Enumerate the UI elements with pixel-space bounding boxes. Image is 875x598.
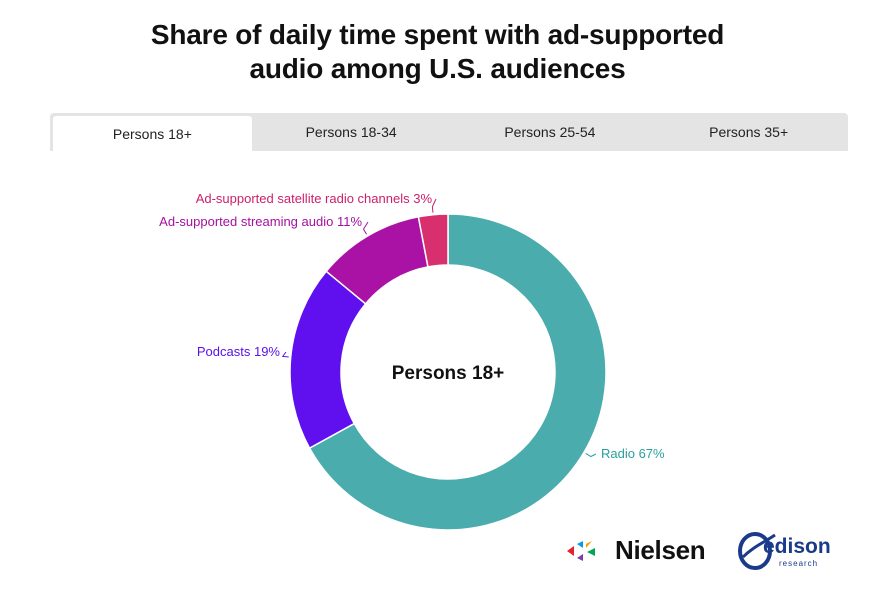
donut-center-label: Persons 18+	[392, 363, 505, 384]
tab-persons-35-plus[interactable]: Persons 35+	[709, 124, 789, 140]
nielsen-mark-icon	[567, 540, 595, 561]
label-connector-2	[362, 221, 369, 235]
donut-slice-radio[interactable]	[308, 213, 607, 531]
chart-title-line-1: Share of daily time spent with ad-suppor…	[150, 19, 725, 50]
chart-title-line-2: audio among U.S. audiences	[249, 53, 626, 84]
tab-persons-18-34[interactable]: Persons 18-34	[305, 124, 397, 140]
edison-wordmark: edison	[763, 535, 831, 558]
donut-slice-podcasts[interactable]	[289, 270, 367, 450]
nielsen-wordmark: Nielsen	[615, 535, 706, 565]
tab-persons-18-plus[interactable]: Persons 18+	[53, 116, 252, 151]
data-label-1: Podcasts 19%	[197, 344, 281, 359]
nielsen-logo: Nielsen	[565, 535, 706, 566]
tab-persons-25-54[interactable]: Persons 25-54	[504, 124, 596, 140]
label-connector-1	[281, 351, 289, 358]
label-connector-3	[431, 198, 437, 213]
edison-swirl-icon	[738, 532, 776, 570]
label-connector-0	[585, 453, 597, 458]
donut-slice-ad-supported-satellite-radio-channels[interactable]	[417, 213, 449, 268]
data-label-2: Ad-supported streaming audio 11%	[159, 214, 362, 229]
audience-tabs: Persons 18+ Persons 18-34 Persons 25-54 …	[50, 113, 848, 151]
logo-area: Nielsen edison research	[565, 527, 845, 577]
data-label-0: Radio 67%	[601, 446, 665, 461]
edison-subtitle: research	[779, 559, 819, 568]
data-label-3: Ad-supported satellite radio channels 3%	[196, 191, 433, 206]
chart-title: Share of daily time spent with ad-suppor…	[0, 18, 875, 86]
edison-research-logo: edison research	[735, 529, 840, 573]
